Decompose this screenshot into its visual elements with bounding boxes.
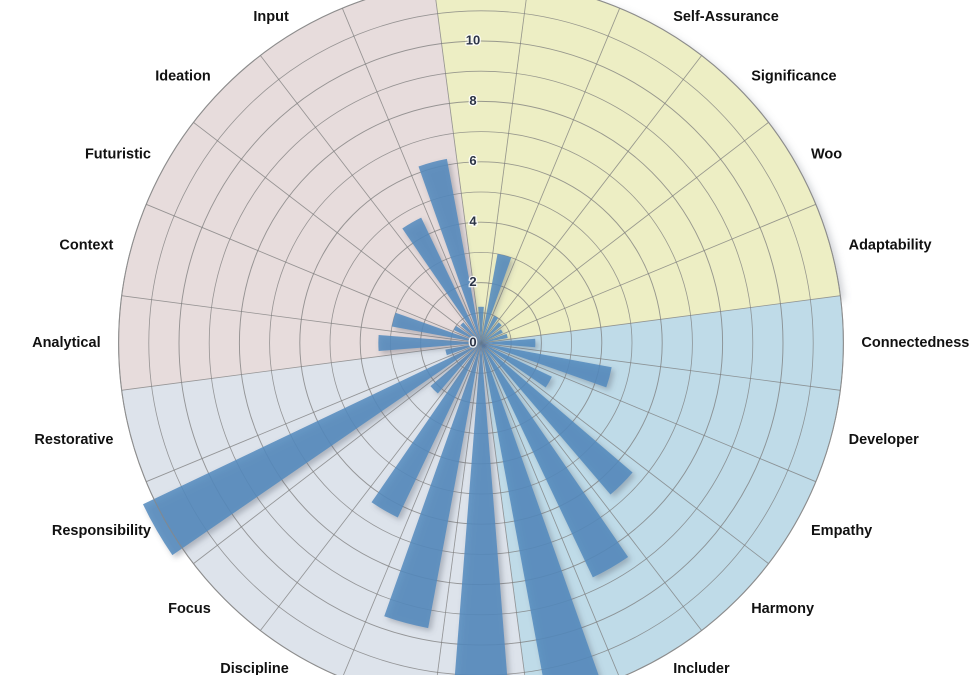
category-label-self-assurance: Self-Assurance [673, 9, 779, 25]
grid-spoke-13 [436, 342, 482, 675]
grid-spoke-19 [121, 295, 482, 344]
data-wedge-individualization [481, 343, 599, 675]
angular-grid-spokes [121, 0, 841, 675]
grid-spoke-23 [341, 8, 482, 344]
grid-ring-11 [148, 10, 814, 675]
data-wedge-connectedness [481, 338, 536, 348]
grid-spoke-8 [480, 342, 816, 483]
r-tick-0: 0 [469, 334, 476, 349]
domain-sector-relationship-building [481, 295, 844, 675]
grid-spoke-1 [480, 0, 527, 344]
category-label-focus: Focus [168, 601, 211, 617]
grid-spoke-0 [435, 0, 482, 344]
category-label-discipline: Discipline [220, 661, 289, 675]
r-tick-8: 8 [469, 93, 476, 108]
domain-sector-strategic-thinking [118, 0, 481, 391]
data-wedge-ideation [460, 322, 481, 343]
data-wedge-maximizer [481, 253, 512, 343]
category-label-includer: Includer [673, 661, 730, 675]
grid-spoke-21 [193, 122, 482, 344]
grid-spoke-9 [480, 342, 769, 564]
data-wedge-restorative [445, 343, 481, 356]
data-wedge-competition [478, 306, 484, 343]
grid-spoke-3 [480, 55, 702, 344]
category-labels: CompetitionMaximizerSelf-AssuranceSignif… [32, 9, 969, 675]
category-label-developer: Developer [849, 432, 919, 448]
data-wedge-woo [481, 329, 503, 343]
data-wedge-self-assurance [481, 315, 499, 343]
data-wedge-empathy [481, 343, 552, 388]
outer-ring [118, 0, 844, 675]
data-wedge-significance [481, 322, 502, 343]
grid-spoke-18 [121, 342, 482, 391]
category-label-woo: Woo [811, 147, 842, 163]
r-tick-4: 4 [469, 214, 477, 229]
data-wedge-discipline [371, 343, 481, 518]
grid-spoke-11 [480, 342, 619, 675]
data-wedge-analytical [378, 334, 481, 352]
r-tick-10: 10 [466, 32, 480, 47]
r-tick-2: 2 [469, 274, 476, 289]
category-label-context: Context [59, 237, 113, 253]
category-label-adaptability: Adaptability [849, 237, 932, 253]
data-wedge-intellection [418, 158, 481, 343]
grid-spoke-15 [260, 342, 482, 631]
r-tick-6: 6 [469, 153, 476, 168]
data-wedge-focus [430, 343, 481, 394]
grid-spoke-2 [480, 8, 621, 344]
category-label-analytical: Analytical [32, 335, 101, 351]
data-wedge-responsibility [143, 343, 481, 556]
grid-spoke-16 [193, 342, 482, 564]
grid-spoke-22 [260, 55, 482, 344]
data-wedge-adaptability [481, 333, 508, 343]
category-label-futuristic: Futuristic [85, 147, 151, 163]
category-label-restorative: Restorative [34, 432, 113, 448]
grid-spoke-6 [480, 295, 841, 344]
data-wedges [143, 158, 633, 675]
outer-boundary-circle [118, 0, 844, 675]
data-wedge-context [391, 312, 481, 343]
data-wedge-harmony [481, 343, 633, 495]
radial-axis-tick-labels: 024681012 [465, 31, 482, 351]
grid-spoke-5 [480, 203, 816, 344]
category-label-input: Input [253, 9, 289, 25]
data-wedge-developer [481, 343, 612, 388]
data-wedge-includer [481, 343, 629, 578]
category-label-connectedness: Connectedness [861, 335, 969, 351]
data-wedge-futuristic [453, 325, 481, 343]
category-label-ideation: Ideation [155, 69, 211, 85]
data-wedge-input [402, 217, 481, 343]
category-label-significance: Significance [751, 69, 836, 85]
grid-spoke-7 [480, 342, 841, 391]
category-label-harmony: Harmony [751, 601, 814, 617]
grid-spoke-10 [480, 342, 702, 631]
grid-spoke-20 [146, 203, 482, 344]
category-label-responsibility: Responsibility [52, 523, 151, 539]
grid-spoke-12 [480, 342, 526, 675]
grid-spoke-4 [480, 122, 769, 344]
grid-spoke-14 [343, 342, 482, 675]
category-label-empathy: Empathy [811, 523, 872, 539]
data-wedge-consistency [454, 343, 508, 675]
grid-spoke-17 [146, 342, 482, 483]
data-wedge-deliberative [384, 343, 481, 629]
